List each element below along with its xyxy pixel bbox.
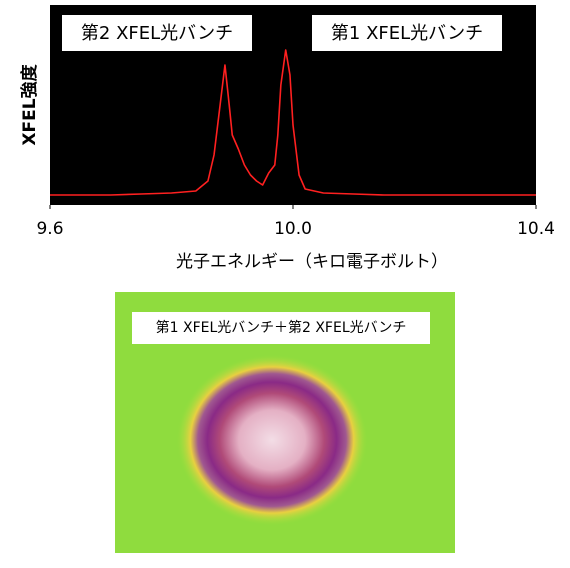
annotation-box — [312, 15, 502, 51]
x-tick-label: 10.4 — [517, 219, 555, 239]
y-axis-label: XFEL強度 — [19, 63, 40, 145]
annotation-box — [62, 15, 252, 51]
image-caption: 第1 XFEL光バンチ＋第2 XFEL光バンチ — [156, 319, 407, 336]
beam-spot — [177, 355, 367, 525]
beam-image: 第1 XFEL光バンチ＋第2 XFEL光バンチ — [115, 292, 455, 553]
caption-box — [132, 312, 430, 344]
spectrum-line — [50, 49, 536, 196]
annotation: 第2 XFEL光バンチ — [81, 23, 233, 44]
x-tick-label: 10.0 — [274, 219, 312, 239]
x-axis-label: 光子エネルギー（キロ電子ボルト） — [176, 252, 448, 272]
x-tick-label: 9.6 — [36, 219, 63, 239]
annotation: 第1 XFEL光バンチ — [331, 23, 483, 44]
